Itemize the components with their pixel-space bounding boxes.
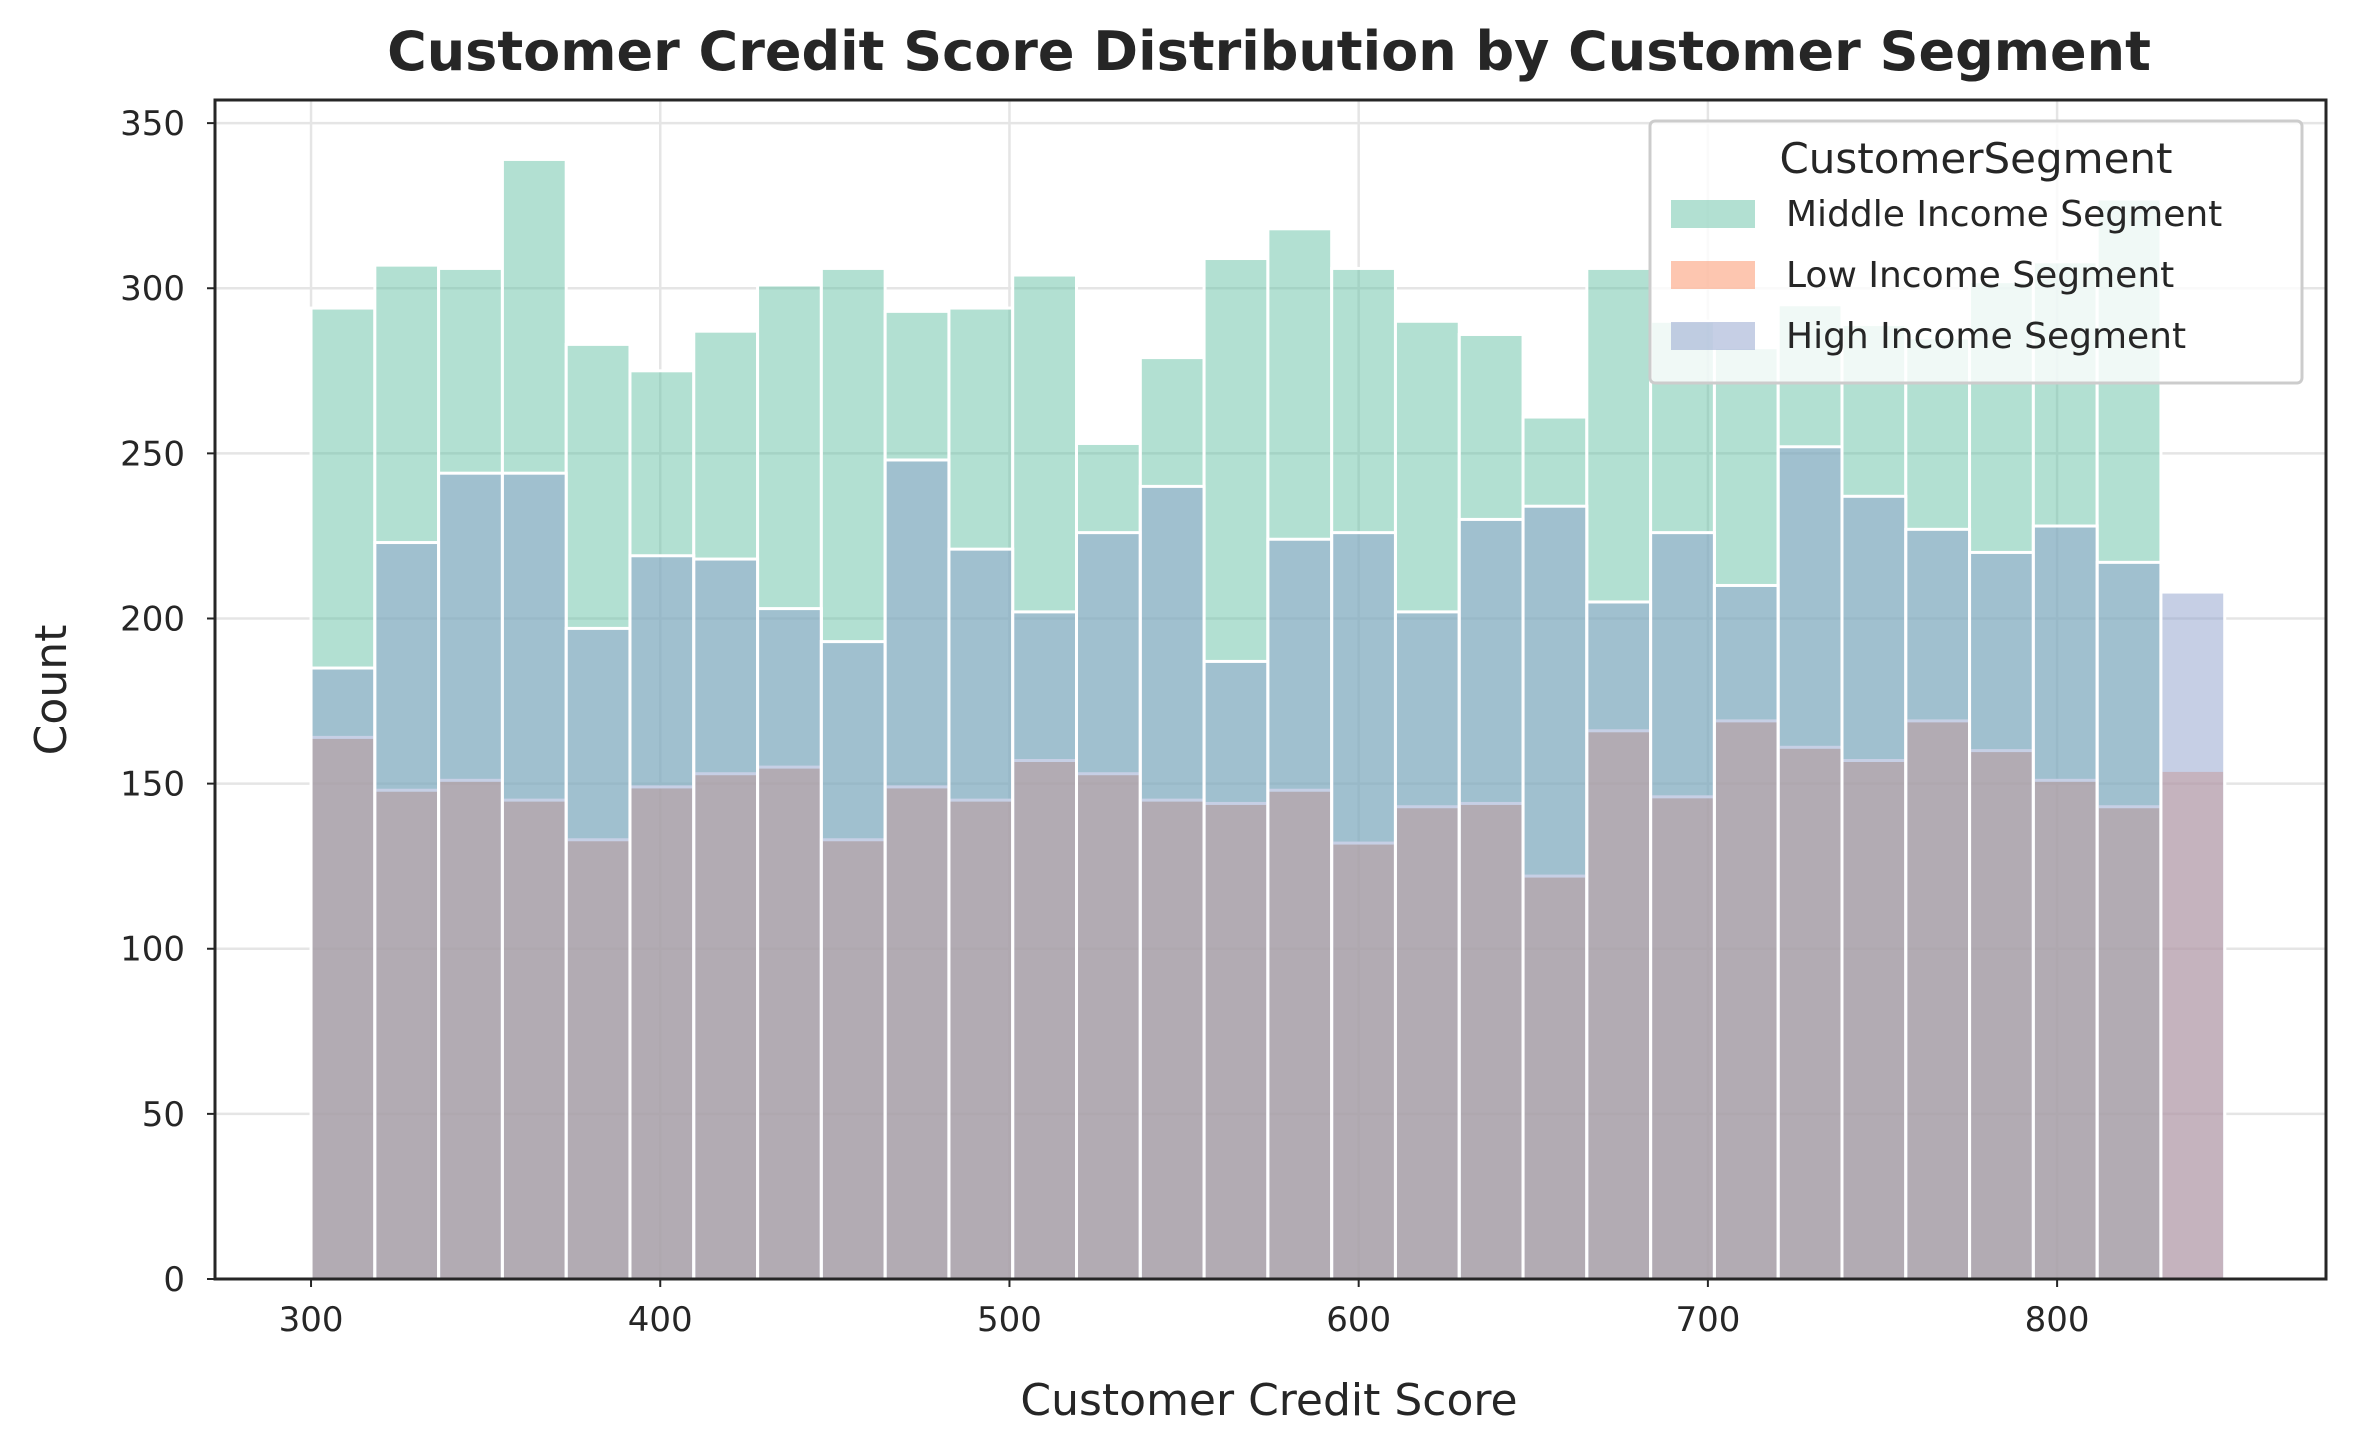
histogram-bar: [628, 554, 696, 1281]
histogram-bar: [1266, 537, 1334, 1281]
y-tick-label: 350: [120, 104, 185, 144]
y-axis-label: Count: [26, 625, 77, 756]
x-tick-label: 400: [628, 1300, 693, 1340]
histogram-bar: [1393, 610, 1461, 1281]
x-tick-label: 500: [977, 1300, 1042, 1340]
legend-swatch: [1671, 200, 1755, 228]
legend-box: [1648, 119, 2304, 385]
x-axis-label: Customer Credit Score: [1020, 1375, 1517, 1426]
x-tick-label: 700: [1675, 1300, 1740, 1340]
histogram-bar: [1712, 583, 1780, 1281]
histogram-bar: [1075, 531, 1142, 1281]
histogram-bar: [1011, 610, 1079, 1281]
legend-title: CustomerSegment: [1779, 134, 2172, 183]
series-group: [309, 445, 2227, 1281]
y-tick-label: 300: [120, 269, 185, 309]
y-tick-label: 200: [120, 599, 185, 639]
histogram-bar: [2095, 560, 2163, 1281]
histogram-bar: [947, 547, 1015, 1281]
x-tick-label: 300: [279, 1300, 344, 1340]
histogram-bar: [1776, 445, 1844, 1281]
y-tick-label: 150: [120, 765, 185, 805]
plot-frame: [213, 98, 2328, 1281]
y-tick-label: 50: [142, 1095, 185, 1135]
legend-swatch: [1671, 261, 1755, 289]
histogram-bar: [1202, 659, 1270, 1281]
y-tick-label: 100: [120, 930, 185, 970]
legend-swatch: [1671, 322, 1755, 350]
histogram-bar: [373, 541, 441, 1281]
histogram-bar: [1585, 600, 1653, 1281]
histogram-bar: [883, 458, 951, 1281]
histogram-bar: [2159, 590, 2227, 1281]
histogram-bar: [692, 557, 760, 1281]
histogram-bar: [500, 471, 568, 1281]
legend: CustomerSegment Middle Income Segment Low…: [1648, 119, 2304, 385]
histogram-bar: [756, 607, 823, 1281]
histogram-bar: [564, 626, 632, 1281]
histogram-bar: [819, 640, 887, 1281]
histogram-bar: [1840, 494, 1908, 1281]
y-tick-label: 250: [120, 434, 185, 474]
histogram-bar: [2031, 524, 2099, 1281]
legend-label: Low Income Segment: [1786, 255, 2174, 296]
histogram-bar: [1904, 527, 1972, 1281]
x-tick-label: 800: [2025, 1300, 2090, 1340]
histogram-bar: [309, 666, 377, 1281]
histogram-bar: [1521, 504, 1589, 1281]
chart-title: Customer Credit Score Distribution by Cu…: [387, 20, 2151, 83]
x-tick-label: 600: [1326, 1300, 1391, 1340]
legend-label: Middle Income Segment: [1786, 194, 2222, 235]
histogram-bar: [1457, 517, 1525, 1281]
histogram-bar: [1330, 531, 1397, 1281]
legend-label: High Income Segment: [1786, 316, 2186, 357]
y-axis-ticks: 0 50 100 150 200 250 300 350: [120, 104, 215, 1300]
histogram-bar: [1649, 531, 1716, 1281]
histogram-bar: [437, 471, 504, 1281]
y-tick-label: 0: [163, 1260, 185, 1300]
x-axis-ticks: 300 400 500 600 700 800: [279, 1279, 2090, 1340]
histogram-bar: [1138, 484, 1206, 1281]
legend-items: Middle Income Segment Low Income Segment H…: [1671, 194, 2222, 357]
histogram-bar: [1968, 550, 2035, 1281]
